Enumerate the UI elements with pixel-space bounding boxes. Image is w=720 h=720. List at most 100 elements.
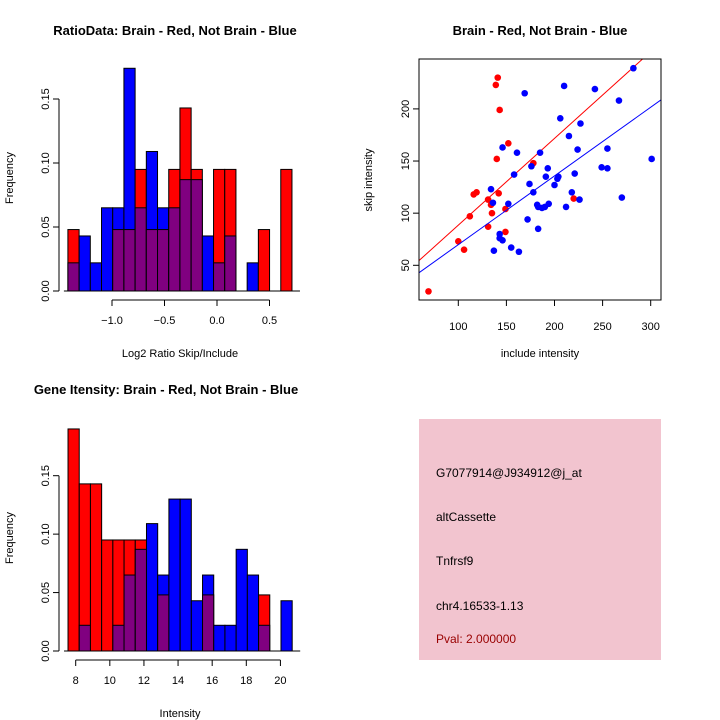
info-probe: G7077914@J934912@j_at (436, 466, 582, 480)
bar-not-brain (179, 498, 192, 652)
x-tick-label: 20 (274, 675, 286, 687)
ratio-histogram-xlabel: Log2 Ratio Skip/Include (122, 348, 238, 360)
info-background (419, 419, 661, 660)
scatter-title: Brain - Red, Not Brain - Blue (453, 23, 628, 38)
y-tick-label: 0.05 (40, 582, 52, 603)
bar-overlap (112, 229, 125, 292)
x-tick-label: −0.5 (154, 315, 176, 327)
point-blue (556, 114, 564, 122)
bar-overlap (134, 207, 147, 292)
x-tick-label: 200 (545, 321, 563, 333)
x-tick-label: 18 (240, 675, 252, 687)
bar-brain (89, 483, 103, 652)
gene-histogram-xlabel: Intensity (160, 708, 201, 720)
plot-box (418, 58, 662, 301)
point-blue (528, 162, 535, 170)
x-tick-label: 0.5 (262, 315, 277, 327)
point-red (494, 74, 502, 81)
info-gene: Tnfrsf9 (436, 554, 474, 568)
point-blue (618, 194, 626, 201)
point-blue (630, 64, 637, 72)
y-tick-label: 150 (400, 152, 412, 170)
point-blue (513, 149, 521, 156)
y-tick-label: 0.15 (40, 465, 52, 486)
point-blue (505, 200, 512, 208)
point-red (425, 288, 432, 295)
bar-not-brain (78, 235, 91, 292)
point-blue (524, 216, 531, 223)
point-blue (499, 236, 506, 244)
point-red (488, 209, 496, 217)
bar-not-brain (89, 262, 103, 292)
bar-overlap (123, 229, 136, 292)
bar-overlap (202, 594, 215, 652)
ratio-histogram: RatioData: Brain - Red, Not Brain - Blue… (4, 23, 300, 360)
bar-not-brain (224, 624, 237, 652)
bar-overlap (190, 179, 203, 292)
point-red (495, 190, 503, 197)
point-red (496, 106, 503, 114)
point-blue (555, 173, 562, 180)
bar-not-brain (168, 498, 181, 652)
bar-overlap (134, 548, 147, 652)
gene-histogram-title: Gene Itensity: Brain - Red, Not Brain - … (34, 382, 298, 397)
x-tick-label: −1.0 (101, 315, 123, 327)
point-blue (591, 85, 599, 93)
y-tick-label: 0.10 (40, 523, 52, 544)
point-red (505, 140, 512, 147)
fit-line-blue (419, 99, 661, 274)
bar-not-brain (101, 207, 114, 292)
x-tick-label: 250 (593, 321, 611, 333)
x-tick-label: 10 (104, 675, 116, 687)
x-tick-label: 8 (73, 675, 79, 687)
point-red (492, 81, 500, 89)
bar-not-brain (190, 600, 204, 652)
point-blue (530, 189, 537, 196)
point-blue (542, 173, 550, 180)
y-tick-label: 100 (400, 204, 412, 222)
bar-overlap (213, 262, 226, 292)
x-tick-label: 100 (449, 321, 467, 333)
point-blue (487, 185, 495, 193)
point-blue (489, 199, 497, 207)
bar-overlap (179, 179, 192, 292)
bar-overlap (224, 235, 237, 292)
y-tick-label: 0.10 (40, 152, 52, 173)
point-red (460, 246, 468, 253)
y-tick-label: 0.00 (40, 640, 52, 661)
point-red (473, 189, 480, 196)
bar-not-brain (201, 235, 215, 292)
x-tick-label: 14 (172, 675, 184, 687)
point-red (455, 238, 462, 245)
info-location: chr4.16533-1.13 (436, 599, 524, 613)
gene-histogram-ylabel: Frequency (4, 512, 16, 564)
bar-overlap (123, 574, 136, 652)
info-event-type: altCassette (436, 510, 496, 524)
point-blue (521, 89, 528, 97)
point-red (570, 195, 578, 202)
point-red (484, 196, 492, 203)
ratio-histogram-ylabel: Frequency (4, 152, 16, 204)
point-blue (562, 203, 570, 211)
x-tick-label: 150 (497, 321, 515, 333)
point-blue (568, 189, 576, 196)
point-blue (574, 146, 581, 153)
point-blue (551, 181, 558, 189)
x-tick-label: 12 (138, 675, 150, 687)
plot-area (419, 59, 661, 295)
gene-intensity-histogram: Gene Itensity: Brain - Red, Not Brain - … (4, 382, 301, 720)
point-blue (499, 144, 506, 151)
point-blue (615, 97, 623, 104)
point-blue (604, 145, 611, 152)
point-blue (576, 196, 583, 203)
point-blue (507, 244, 515, 251)
point-blue (526, 180, 533, 188)
point-blue (560, 82, 568, 90)
point-blue (490, 247, 498, 255)
point-red (466, 212, 474, 220)
point-blue (536, 149, 544, 156)
point-red (502, 205, 509, 213)
y-tick-label: 50 (400, 259, 412, 271)
bar-overlap (258, 624, 271, 652)
